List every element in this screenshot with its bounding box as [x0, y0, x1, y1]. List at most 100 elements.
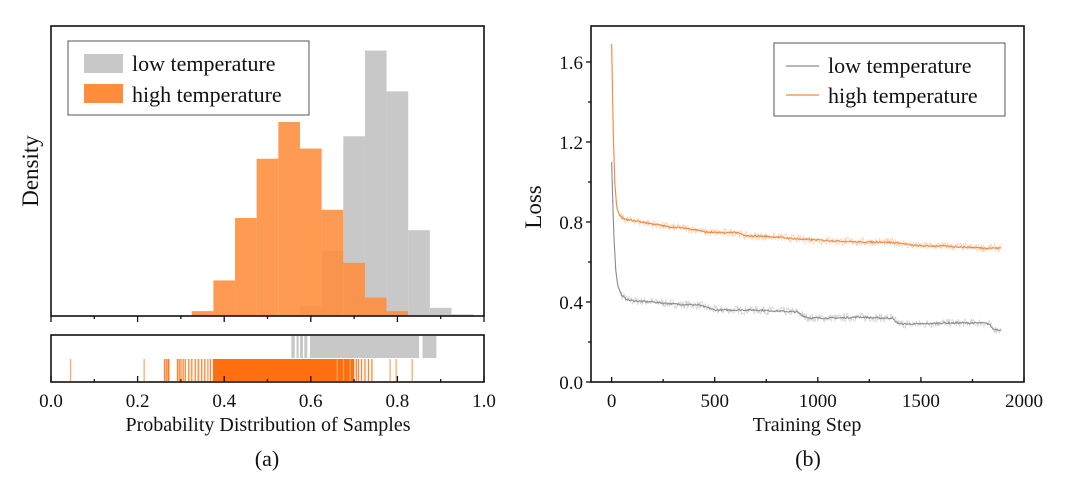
rug-mark-high: [182, 359, 184, 381]
loss-line-high-temperature: [611, 43, 1001, 250]
rug-mark-high: [178, 359, 180, 381]
hist-bar: [386, 311, 409, 316]
loss-y-ticks: 0.0 0.4 0.8 1.2 1.6: [559, 53, 591, 394]
rug-mark-high: [176, 359, 179, 381]
rug-gap: [336, 359, 338, 381]
hist-x-tick-label: 1.0: [472, 391, 496, 412]
loss-x-tick-label: 500: [700, 391, 729, 412]
rug-mark-high: [168, 359, 170, 381]
rug-mark-high: [184, 359, 186, 381]
hist-x-axis-label: Probability Distribution of Samples: [126, 414, 411, 436]
rug-gap: [206, 359, 208, 381]
hist-bar: [278, 121, 300, 317]
panel-a-histogram: Density low temperature high temperature…: [18, 25, 496, 471]
rug-mark-high: [360, 359, 363, 381]
rug-mark-low: [304, 336, 308, 358]
rug-x-tick-labels: 0.0 0.2 0.4 0.6 0.8 1.0: [39, 391, 496, 412]
loss-y-tick-label: 1.2: [559, 133, 583, 154]
hist-series-high-temperature: [191, 121, 409, 317]
rug-gap: [343, 359, 345, 381]
rug-mark-high: [69, 359, 72, 381]
hist-x-tick-label: 0.0: [39, 391, 63, 412]
rug-mark-high: [207, 359, 209, 381]
hist-bar: [321, 209, 344, 316]
legend-label-low-temperature-b: low temperature: [828, 53, 972, 78]
loss-legend-box: [773, 42, 1006, 117]
loss-frame: [590, 25, 1025, 383]
hist-bar: [429, 307, 452, 316]
hist-y-axis-label: Density: [18, 135, 43, 207]
hist-x-tick-label: 0.2: [126, 391, 150, 412]
rug-mark-high: [197, 359, 199, 381]
hist-x-tick-label: 0.8: [386, 391, 410, 412]
rug-mark-high: [204, 359, 206, 381]
hist-bar: [213, 280, 236, 316]
hist-bar: [386, 91, 409, 316]
rug-mark-high: [411, 359, 413, 381]
loss-y-tick-label: 0.4: [559, 293, 583, 314]
hist-bar: [364, 297, 387, 316]
rug-mark-low: [299, 336, 304, 358]
hist-bar: [343, 262, 365, 316]
hist-bar: [451, 314, 474, 316]
legend-swatch-low-temperature: [84, 54, 123, 73]
rug-mark-high: [364, 359, 366, 381]
rug-mark-low: [309, 336, 420, 358]
loss-line-high-temperature-raw: [611, 43, 1002, 254]
loss-x-tick-label: 0: [607, 391, 617, 412]
rug-mark-high: [194, 359, 196, 381]
rug-gap: [199, 359, 200, 381]
hist-bar: [299, 148, 322, 316]
loss-y-axis-label: Loss: [521, 185, 546, 229]
rug-mark-high: [188, 359, 190, 381]
loss-lines: [611, 43, 1002, 335]
rug-mark-high: [165, 359, 167, 381]
hist-bar: [191, 311, 214, 316]
panel-label-a: (a): [255, 446, 279, 471]
rug-mark-high: [395, 359, 397, 381]
rug-mark-high: [209, 359, 212, 381]
rug-mark-high: [355, 359, 357, 381]
loss-y-tick-label: 0.8: [559, 213, 583, 234]
hist-bar: [256, 158, 279, 316]
panel-label-b: (b): [795, 446, 821, 471]
rug-dense-band-high: [213, 359, 355, 381]
legend-label-high-temperature: high temperature: [132, 82, 282, 107]
rug-mark-high: [357, 359, 360, 381]
rug-mark-high: [201, 359, 203, 381]
rug-mark-high: [212, 359, 215, 381]
hist-x-tick-label: 0.4: [212, 391, 236, 412]
panel-b-loss-curves: 0 500 1000 1500 2000 0.0 0.4 0.8 1.2 1.6 Loss Tr…: [521, 25, 1043, 471]
rug-mark-high: [191, 359, 193, 381]
hist-bar: [364, 50, 387, 316]
rug-mark-low: [296, 336, 299, 358]
loss-line-low-temperature: [611, 161, 1002, 332]
loss-line-low-temperature-raw: [611, 162, 1002, 335]
legend-swatch-high-temperature: [84, 84, 123, 103]
loss-y-tick-label: 1.6: [559, 53, 583, 74]
rug-mark-high: [180, 359, 182, 381]
loss-x-tick-label: 1000: [799, 391, 837, 412]
loss-legend: low temperature high temperature: [773, 42, 1006, 117]
rug-gap: [349, 359, 351, 381]
rug-mark-high: [389, 359, 391, 381]
rug-mark-high: [163, 359, 166, 381]
hist-bar: [235, 217, 257, 316]
loss-x-axis-label: Training Step: [753, 414, 862, 436]
rug-x-ticks: [50, 376, 485, 382]
rug-gap: [354, 359, 355, 381]
hist-x-ticks: [50, 316, 485, 322]
loss-x-tick-label: 2000: [1005, 391, 1043, 412]
hist-legend: low temperature high temperature: [67, 40, 310, 116]
legend-label-high-temperature-b: high temperature: [828, 83, 978, 108]
rug-high-temperature: [69, 359, 413, 381]
hist-bar: [408, 230, 430, 316]
rug-low-temperature: [291, 336, 437, 358]
rug-gap: [190, 359, 192, 381]
loss-x-ticks: 0 500 1000 1500 2000: [607, 377, 1043, 412]
loss-y-tick-label: 0.0: [559, 373, 583, 394]
rug-mark-high: [371, 359, 373, 381]
rug-mark-high: [167, 359, 169, 381]
rug-mark-high: [143, 359, 145, 381]
